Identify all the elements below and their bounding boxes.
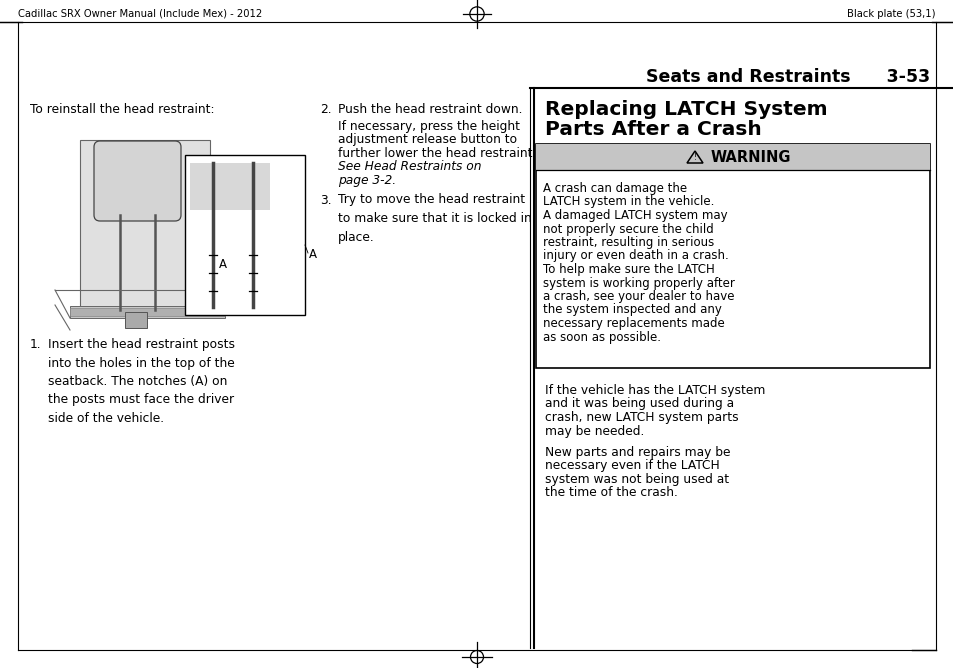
Text: the system inspected and any: the system inspected and any xyxy=(542,303,721,317)
Bar xyxy=(70,308,225,316)
Text: To reinstall the head restraint:: To reinstall the head restraint: xyxy=(30,103,214,116)
Text: crash, new LATCH system parts: crash, new LATCH system parts xyxy=(544,411,738,424)
Text: system was not being used at: system was not being used at xyxy=(544,473,728,486)
Text: the time of the crash.: the time of the crash. xyxy=(544,486,678,500)
Text: Black plate (53,1): Black plate (53,1) xyxy=(846,9,935,19)
Text: Insert the head restraint posts
into the holes in the top of the
seatback. The n: Insert the head restraint posts into the… xyxy=(48,338,234,425)
Text: A: A xyxy=(219,259,227,271)
Text: not properly secure the child: not properly secure the child xyxy=(542,222,713,236)
Text: Try to move the head restraint
to make sure that it is locked in
place.: Try to move the head restraint to make s… xyxy=(337,194,531,244)
Text: Parts After a Crash: Parts After a Crash xyxy=(544,120,760,139)
Text: To help make sure the LATCH: To help make sure the LATCH xyxy=(542,263,714,276)
Text: 2.: 2. xyxy=(319,103,332,116)
Bar xyxy=(536,144,929,368)
Polygon shape xyxy=(80,140,210,310)
Text: A crash can damage the: A crash can damage the xyxy=(542,182,686,195)
Text: necessary replacements made: necessary replacements made xyxy=(542,317,724,330)
Text: restraint, resulting in serious: restraint, resulting in serious xyxy=(542,236,714,249)
Text: A: A xyxy=(309,248,316,261)
Bar xyxy=(125,312,147,328)
Text: necessary even if the LATCH: necessary even if the LATCH xyxy=(544,460,719,472)
Text: adjustment release button to: adjustment release button to xyxy=(337,134,517,146)
Text: a crash, see your dealer to have: a crash, see your dealer to have xyxy=(542,290,734,303)
Bar xyxy=(536,144,929,170)
Text: as soon as possible.: as soon as possible. xyxy=(542,331,660,343)
Text: system is working properly after: system is working properly after xyxy=(542,277,734,289)
Bar xyxy=(70,306,225,318)
Bar xyxy=(536,144,929,170)
Text: 3.: 3. xyxy=(319,194,332,206)
Text: Cadillac SRX Owner Manual (Include Mex) - 2012: Cadillac SRX Owner Manual (Include Mex) … xyxy=(18,9,262,19)
Text: Replacing LATCH System: Replacing LATCH System xyxy=(544,100,827,119)
Text: A damaged LATCH system may: A damaged LATCH system may xyxy=(542,209,727,222)
Text: If necessary, press the height: If necessary, press the height xyxy=(337,120,519,133)
Polygon shape xyxy=(190,163,270,210)
Bar xyxy=(185,155,305,315)
FancyBboxPatch shape xyxy=(94,141,181,221)
Text: LATCH system in the vehicle.: LATCH system in the vehicle. xyxy=(542,196,714,208)
Text: 1.: 1. xyxy=(30,338,42,351)
Text: injury or even death in a crash.: injury or even death in a crash. xyxy=(542,250,728,263)
Text: page 3-2.: page 3-2. xyxy=(337,174,395,187)
Text: Seats and Restraints      3-53: Seats and Restraints 3-53 xyxy=(645,68,929,86)
Text: further lower the head restraint.: further lower the head restraint. xyxy=(337,147,536,160)
Text: See Head Restraints on: See Head Restraints on xyxy=(337,160,481,174)
Text: WARNING: WARNING xyxy=(710,150,791,164)
Text: and it was being used during a: and it was being used during a xyxy=(544,397,734,411)
Text: Push the head restraint down.: Push the head restraint down. xyxy=(337,103,522,116)
Text: may be needed.: may be needed. xyxy=(544,424,643,438)
Text: New parts and repairs may be: New parts and repairs may be xyxy=(544,446,730,459)
Text: !: ! xyxy=(693,154,696,162)
Text: If the vehicle has the LATCH system: If the vehicle has the LATCH system xyxy=(544,384,764,397)
